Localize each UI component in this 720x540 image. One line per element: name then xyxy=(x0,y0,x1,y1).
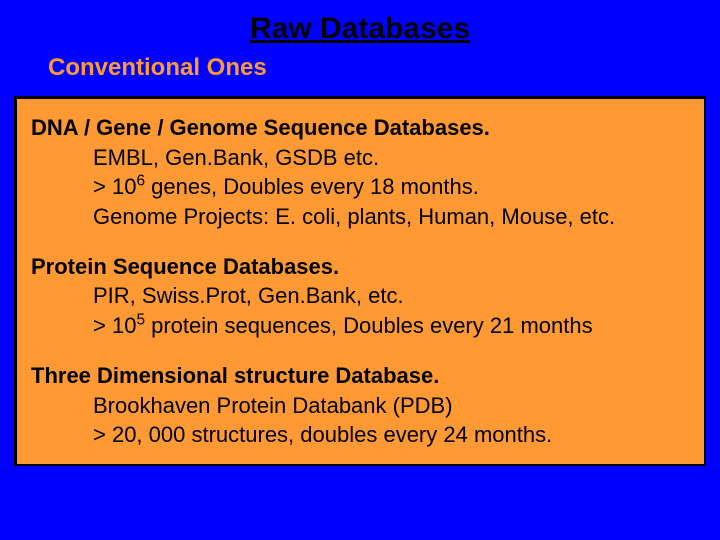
section-heading: DNA / Gene / Genome Sequence Databases. xyxy=(31,113,692,143)
line-sup: 6 xyxy=(136,173,145,190)
section-line: > 20, 000 structures, doubles every 24 m… xyxy=(31,420,692,450)
section-line: > 106 genes, Doubles every 18 months. xyxy=(31,172,692,202)
line-sup: 5 xyxy=(136,312,145,329)
section-line: Brookhaven Protein Databank (PDB) xyxy=(31,391,692,421)
line-prefix: > 10 xyxy=(93,313,136,338)
slide-subtitle: Conventional Ones xyxy=(0,54,720,96)
section-dna: DNA / Gene / Genome Sequence Databases. … xyxy=(31,113,692,232)
section-heading: Protein Sequence Databases. xyxy=(31,252,692,282)
line-prefix: > 10 xyxy=(93,174,136,199)
section-heading: Three Dimensional structure Database. xyxy=(31,361,692,391)
section-line: PIR, Swiss.Prot, Gen.Bank, etc. xyxy=(31,281,692,311)
section-protein: Protein Sequence Databases. PIR, Swiss.P… xyxy=(31,252,692,341)
section-line: Genome Projects: E. coli, plants, Human,… xyxy=(31,202,692,232)
slide-title: Raw Databases xyxy=(0,0,720,54)
section-3d: Three Dimensional structure Database. Br… xyxy=(31,361,692,450)
section-line: EMBL, Gen.Bank, GSDB etc. xyxy=(31,143,692,173)
line-suffix: genes, Doubles every 18 months. xyxy=(145,174,479,199)
section-line: > 105 protein sequences, Doubles every 2… xyxy=(31,311,692,341)
line-suffix: protein sequences, Doubles every 21 mont… xyxy=(145,313,593,338)
content-panel: DNA / Gene / Genome Sequence Databases. … xyxy=(14,96,706,466)
